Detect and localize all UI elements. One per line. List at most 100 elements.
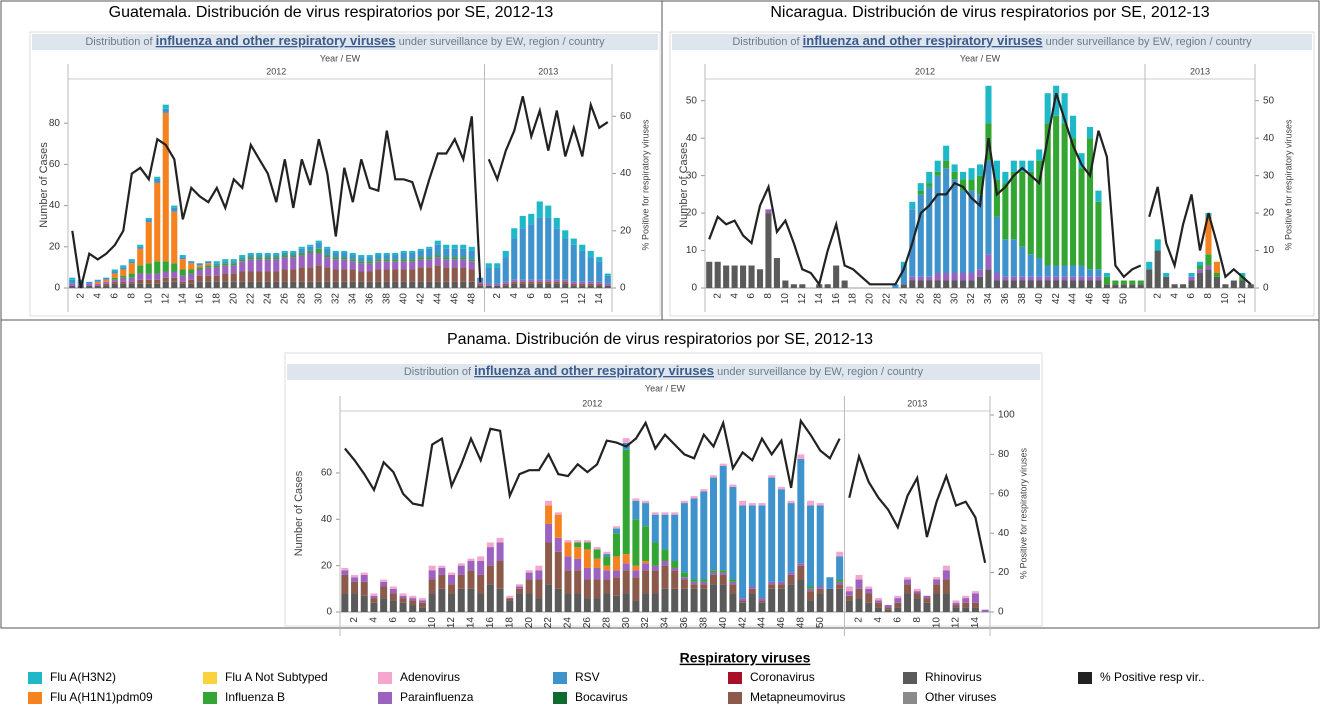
bar-segment (671, 514, 679, 562)
bar-segment (587, 283, 594, 286)
bar-segment (281, 269, 288, 282)
x-tick-label: 2 (712, 293, 723, 299)
bar-segment (934, 171, 941, 176)
bar-segment (351, 593, 359, 612)
bar-segment (1163, 273, 1170, 277)
bar-segment (942, 579, 950, 594)
bar-segment (1027, 171, 1034, 255)
bar-segment (188, 283, 195, 288)
bar-segment (729, 486, 737, 580)
bar-segment (1027, 280, 1034, 288)
bar-segment (894, 598, 902, 603)
bar-segment (690, 498, 698, 580)
bar-segment (188, 261, 195, 264)
bar-segment (583, 579, 591, 599)
bar-segment (154, 279, 161, 284)
bar-segment (593, 598, 601, 612)
bar-segment (1070, 276, 1077, 281)
bar-segment (1044, 265, 1051, 277)
bar-segment (603, 570, 611, 580)
bar-segment (777, 588, 785, 612)
x-tick-label: 18 (848, 293, 859, 305)
x-tick-label: 46 (449, 293, 460, 305)
bar-segment (554, 537, 562, 552)
bar-segment (952, 600, 960, 603)
bar-segment (836, 584, 844, 589)
bar-segment (562, 279, 569, 282)
bar-segment (281, 257, 288, 270)
x-tick-label: 2 (349, 617, 360, 623)
bar-segment (690, 496, 698, 499)
bar-segment (205, 267, 212, 276)
y-tick-label: 20 (49, 241, 61, 252)
bar-segment (535, 570, 543, 580)
bar-segment (205, 261, 212, 264)
x-tick-label: 10 (780, 293, 791, 305)
bar-segment (128, 281, 135, 284)
bar-segment (1095, 201, 1102, 270)
bar-segment (845, 591, 853, 596)
bar-segment (943, 280, 950, 288)
bar-segment (196, 265, 203, 268)
x-tick-label: 14 (814, 293, 825, 305)
x-tick-label: 40 (718, 617, 729, 629)
bar-segment (1196, 273, 1204, 288)
header-pre: Distribution of (404, 366, 472, 378)
x-tick-label: 28 (296, 293, 307, 305)
x-tick-label: 18 (211, 293, 222, 305)
bar-segment (239, 261, 246, 272)
bar-segment (758, 602, 766, 612)
bar-segment (137, 244, 144, 247)
bar-segment (1120, 284, 1127, 288)
legend-title: Respiratory viruses (680, 650, 811, 666)
x-tick-label: 8 (1203, 293, 1214, 299)
bar-segment (1196, 269, 1204, 274)
bar-segment (94, 285, 101, 288)
bar-segment (128, 263, 135, 274)
bar-segment (968, 190, 975, 274)
x-tick-label: 12 (951, 617, 962, 629)
header-band (32, 34, 658, 50)
x-tick-label: 38 (1017, 293, 1028, 305)
bar-segment (553, 279, 560, 282)
bar-segment (604, 283, 611, 286)
bar-segment (904, 579, 912, 585)
bar-segment (787, 574, 795, 585)
legend-swatch (28, 672, 42, 684)
bar-segment (528, 213, 535, 225)
bar-segment (1188, 276, 1195, 281)
bar-segment (971, 607, 979, 612)
bar-segment (642, 593, 650, 612)
bar-segment (448, 574, 456, 585)
x-tick-label: 14 (594, 293, 605, 305)
bar-segment (836, 579, 844, 582)
bar-segment (545, 283, 552, 288)
bar-segment (943, 168, 950, 274)
bar-segment (205, 275, 212, 282)
header-text: Distribution of influenza and other resp… (732, 33, 1252, 48)
bar-segment (1027, 160, 1034, 172)
bar-segment (1010, 239, 1017, 277)
bar-segment (661, 561, 669, 566)
bar-segment (787, 584, 795, 612)
bar-segment (535, 565, 543, 571)
bar-segment (370, 602, 378, 612)
bar-segment (1095, 280, 1102, 288)
header-pre: Distribution of (85, 36, 153, 48)
bar-segment (748, 503, 756, 506)
bar-segment (1146, 269, 1153, 288)
bar-segment (739, 500, 747, 506)
bar-segment (298, 252, 305, 256)
bar-segment (661, 549, 669, 562)
y-axis-title: Number of Cases (293, 470, 305, 556)
bar-segment (477, 561, 485, 575)
bar-segment (409, 605, 417, 612)
bar-segment (179, 257, 186, 260)
bar-segment (1188, 273, 1195, 277)
bar-segment (1019, 280, 1026, 288)
bar-segment (768, 588, 776, 612)
legend-swatch (553, 672, 567, 684)
bar-segment (865, 593, 873, 603)
bar-segment (710, 570, 717, 573)
y-tick-label: 20 (686, 208, 698, 219)
